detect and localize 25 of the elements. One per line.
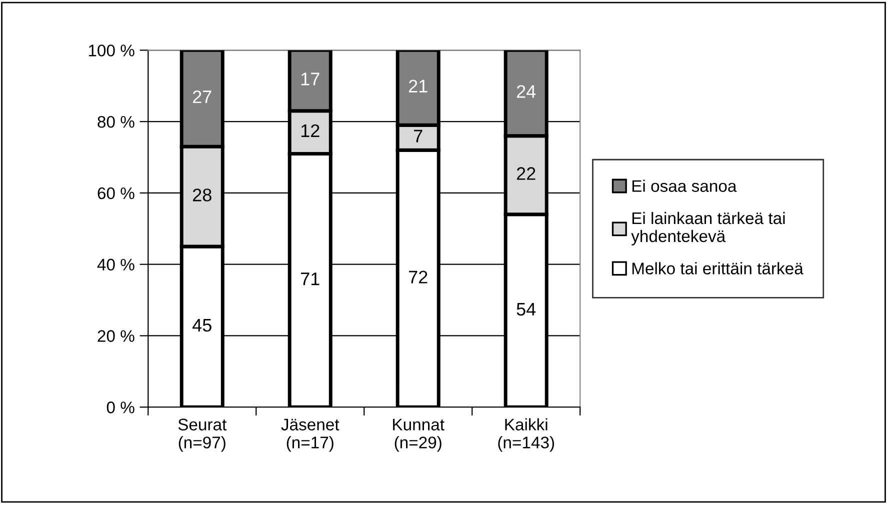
legend-label: Ei lainkaan tärkeä tai yhdentekevä xyxy=(631,212,785,246)
data-label: 12 xyxy=(301,124,320,137)
data-label: 72 xyxy=(408,270,428,284)
data-label: 7 xyxy=(414,130,422,142)
x-tick-label: Kaikki (n=143) xyxy=(498,418,554,452)
x-tick-label: Kunnat (n=29) xyxy=(393,418,444,452)
data-label: 21 xyxy=(408,80,428,92)
y-tick-label: 80 % xyxy=(98,116,134,128)
x-tick-label: Seurat (n=97) xyxy=(178,418,227,452)
y-tick-label: 0 % xyxy=(106,402,134,414)
data-label: 24 xyxy=(516,85,536,98)
legend-label: Melko tai erittäin tärkeä xyxy=(632,262,804,274)
data-label: 27 xyxy=(192,90,212,104)
data-label: 45 xyxy=(192,319,212,332)
data-label: 22 xyxy=(516,167,536,180)
data-label: 71 xyxy=(301,272,320,286)
data-label: 17 xyxy=(301,72,320,86)
data-label: 54 xyxy=(516,303,536,316)
y-tick-label: 20 % xyxy=(98,330,134,342)
y-tick-label: 60 % xyxy=(98,187,134,200)
y-tick-label: 100 % xyxy=(88,44,134,56)
x-tick-label: Jäsenet (n=17) xyxy=(281,418,340,452)
y-tick-label: 40 % xyxy=(97,258,134,271)
data-label: 28 xyxy=(192,188,212,202)
legend-label: Ei osaa sanoa xyxy=(632,180,737,192)
